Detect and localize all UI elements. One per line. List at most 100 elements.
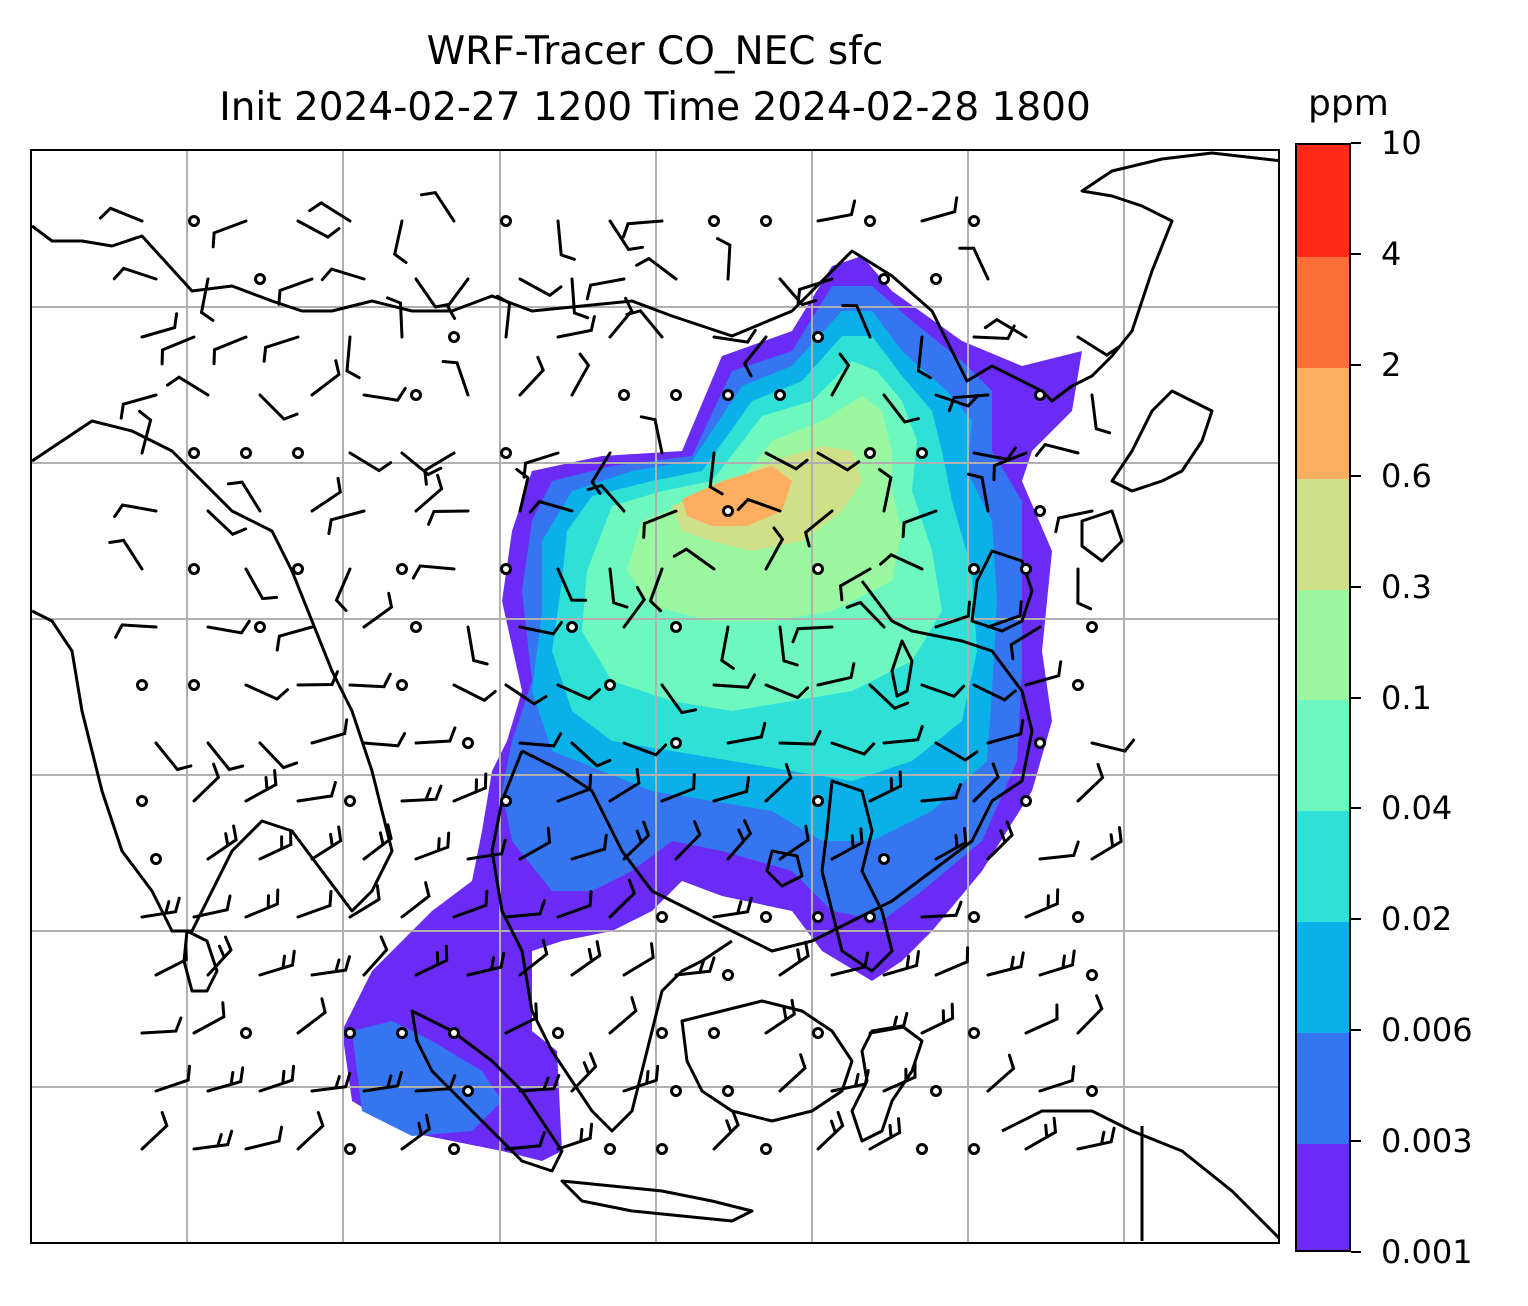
wind-barb bbox=[947, 393, 990, 413]
colorbar-segment bbox=[1297, 810, 1349, 923]
colorbar-tick-label: 0.1 bbox=[1381, 678, 1432, 717]
wind-barb bbox=[556, 1122, 594, 1151]
wind-barb bbox=[830, 352, 851, 397]
calm-wind-circle bbox=[968, 563, 980, 575]
wind-barb bbox=[1038, 949, 1076, 977]
calm-wind-circle bbox=[1034, 505, 1046, 517]
calm-wind-circle bbox=[500, 563, 512, 575]
chart-title-line2: Init 2024-02-27 1200 Time 2024-02-28 180… bbox=[219, 85, 1091, 130]
wind-barb bbox=[716, 237, 732, 281]
wind-barb bbox=[621, 219, 664, 239]
wind-barb bbox=[411, 564, 456, 580]
colorbar-tick-mark bbox=[1351, 807, 1361, 810]
coastline-java bbox=[560, 1179, 754, 1223]
wind-barb bbox=[1024, 888, 1060, 919]
wind-barb bbox=[1090, 826, 1123, 861]
calm-wind-circle bbox=[254, 273, 266, 285]
wind-barb bbox=[515, 467, 530, 513]
wind-barb bbox=[414, 944, 449, 977]
wind-barb bbox=[423, 451, 456, 486]
wind-barb bbox=[674, 956, 716, 977]
wind-barb bbox=[556, 683, 601, 701]
coastline-philippines bbox=[820, 779, 894, 973]
wind-barb bbox=[528, 499, 574, 514]
calm-wind-circle bbox=[916, 1143, 928, 1155]
wind-barb bbox=[192, 762, 221, 803]
chart-title-line1: WRF-Tracer CO_NEC sfc bbox=[426, 29, 884, 74]
calm-wind-circle bbox=[344, 795, 356, 807]
wind-barb bbox=[1024, 1116, 1058, 1151]
calm-wind-circle bbox=[930, 273, 942, 285]
wind-barb bbox=[348, 672, 392, 689]
wind-barb bbox=[518, 826, 552, 861]
wind-barb bbox=[838, 567, 872, 602]
wind-barb bbox=[986, 718, 1025, 745]
wind-barb bbox=[244, 769, 278, 803]
wind-barb bbox=[452, 772, 488, 803]
wind-barb bbox=[868, 683, 910, 711]
wind-barb bbox=[362, 823, 393, 861]
colorbar-tick-label: 0.006 bbox=[1381, 1011, 1473, 1050]
wind-barb bbox=[518, 620, 563, 636]
wind-barb bbox=[1076, 762, 1105, 803]
calm-wind-circle bbox=[774, 389, 786, 401]
coastline-taiwan bbox=[890, 639, 914, 698]
map-panel bbox=[30, 149, 1280, 1244]
calm-wind-circle bbox=[864, 911, 876, 923]
wind-barb bbox=[466, 951, 506, 977]
wind-barb bbox=[934, 600, 971, 629]
wind-barb bbox=[986, 1053, 1016, 1093]
wind-barb bbox=[764, 763, 793, 803]
wind-barb bbox=[1076, 1126, 1116, 1151]
wind-barb bbox=[882, 724, 924, 745]
wind-barb bbox=[901, 509, 938, 539]
colorbar-tick-label: 10 bbox=[1381, 124, 1422, 162]
calm-wind-circle bbox=[396, 563, 408, 575]
wind-barb bbox=[212, 335, 248, 366]
calm-wind-circle bbox=[292, 563, 304, 575]
wind-barb bbox=[764, 526, 785, 571]
colorbar-segment bbox=[1297, 1032, 1349, 1145]
wind-barb bbox=[518, 938, 549, 977]
wind-barb bbox=[625, 309, 664, 339]
wind-barb bbox=[348, 884, 381, 919]
calm-wind-circle bbox=[656, 911, 668, 923]
wind-barb bbox=[140, 896, 181, 919]
wind-barb bbox=[608, 567, 629, 609]
coastline-hainan bbox=[765, 849, 804, 888]
wind-barb bbox=[495, 294, 512, 339]
wind-barb bbox=[841, 304, 872, 339]
wind-barb bbox=[608, 878, 637, 919]
wind-barb bbox=[934, 946, 970, 977]
wind-barb bbox=[1038, 1065, 1076, 1093]
colorbar-tick-mark bbox=[1351, 363, 1361, 366]
colorbar-tick-label: 0.001 bbox=[1381, 1233, 1473, 1271]
colorbar-unit: ppm bbox=[1308, 83, 1389, 124]
wind-barb bbox=[206, 741, 245, 772]
colorbar-tick-label: 0.02 bbox=[1381, 900, 1453, 939]
wind-barb bbox=[983, 317, 1028, 339]
wind-barb bbox=[958, 246, 990, 281]
wind-barb bbox=[522, 451, 560, 479]
calm-wind-circle bbox=[670, 1085, 682, 1097]
wind-barb bbox=[830, 951, 869, 977]
coastline-sri-lanka bbox=[182, 929, 219, 993]
wind-barb bbox=[816, 199, 857, 223]
wind-barb bbox=[778, 1053, 807, 1093]
wind-barb bbox=[296, 1111, 325, 1151]
wind-barb bbox=[1034, 442, 1080, 457]
wind-barb bbox=[262, 335, 300, 363]
coastline-china-south bbox=[521, 580, 1034, 953]
wind-barb bbox=[518, 355, 545, 397]
wind-barb bbox=[386, 296, 404, 339]
wind-barb bbox=[916, 335, 932, 380]
calm-wind-circle bbox=[670, 737, 682, 749]
colorbar-tick-mark bbox=[1351, 474, 1361, 477]
wind-barb bbox=[608, 296, 634, 339]
wind-barb bbox=[830, 741, 876, 756]
calm-wind-circle bbox=[708, 215, 720, 227]
wind-barb bbox=[720, 625, 735, 670]
wind-barb bbox=[660, 683, 698, 715]
calm-wind-circle bbox=[968, 1027, 980, 1039]
wind-barb bbox=[277, 277, 314, 306]
